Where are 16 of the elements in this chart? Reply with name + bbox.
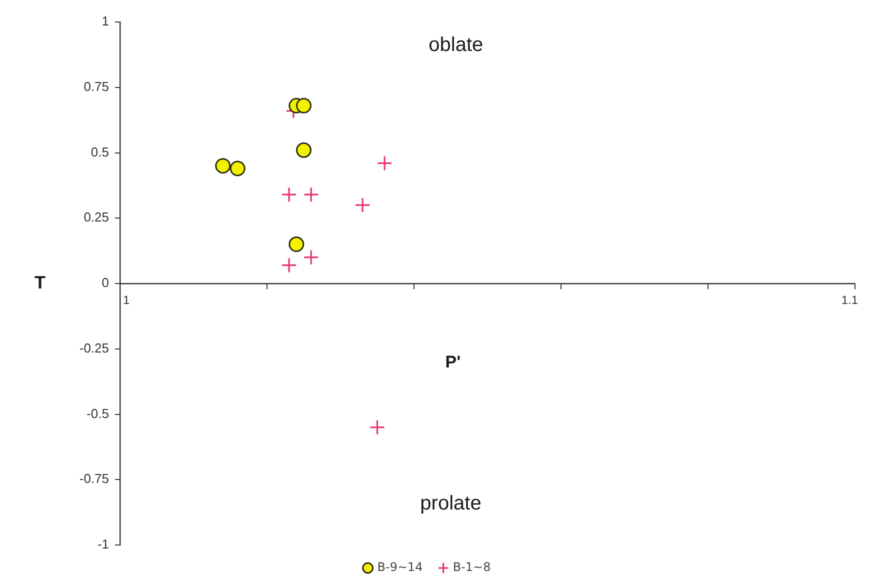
y-tick-label: -0.25 xyxy=(79,340,109,356)
annotation: prolate xyxy=(420,492,482,515)
x-axis-title: P' xyxy=(445,352,461,372)
y-tick-label: 0.25 xyxy=(84,210,109,225)
y-tick-label: 0 xyxy=(102,275,109,290)
y-tick-label: -0.5 xyxy=(86,406,109,421)
y-tick-label: 1 xyxy=(102,14,109,29)
legend-label: B-1~8 xyxy=(452,560,491,574)
y-axis-title: T xyxy=(34,272,46,292)
x-tick-label: 1.1 xyxy=(841,293,858,308)
y-tick-label: 0.75 xyxy=(84,78,109,94)
y-tick-label: -0.75 xyxy=(79,471,109,486)
y-tick-label: 0.5 xyxy=(90,144,109,160)
y-tick-label: -1 xyxy=(97,536,109,552)
legend-label: B-9~14 xyxy=(377,560,423,574)
annotation: oblate xyxy=(428,34,484,56)
